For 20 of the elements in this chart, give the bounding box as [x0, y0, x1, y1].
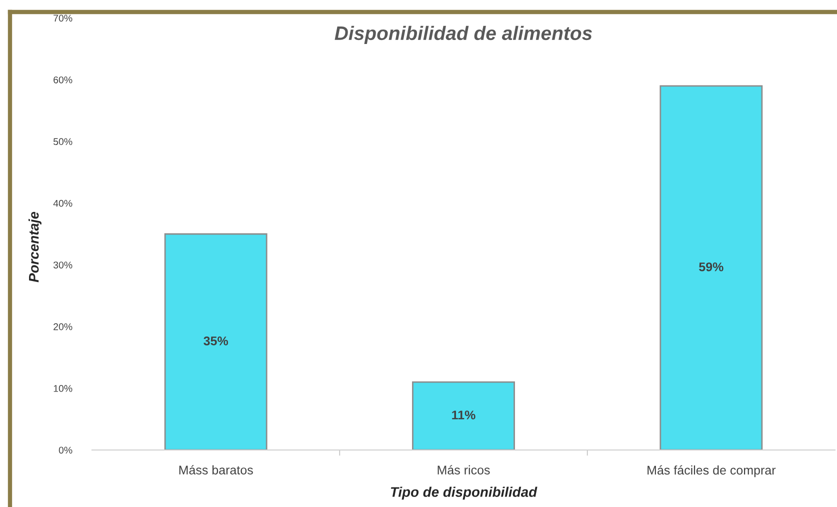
x-tick-label: Más fáciles de comprar [648, 465, 776, 478]
x-tick-label: Máss baratos [179, 465, 253, 474]
y-tick-label: 20% [54, 323, 72, 330]
data-label: 35% [204, 336, 228, 346]
y-tick-label: 60% [54, 76, 72, 84]
y-axis-title: Porcentaje [28, 212, 42, 282]
y-tick-label: 70% [54, 14, 72, 22]
bar [412, 381, 515, 450]
chart-title: Disponibilidad de alimentos [334, 26, 592, 44]
y-tick-label: 30% [53, 262, 72, 268]
bar [660, 85, 763, 450]
y-tick-label: 0% [58, 446, 72, 454]
x-tick-label: Más ricos [438, 465, 490, 474]
y-tick-label: 50% [53, 138, 72, 146]
y-tick-label: 40% [53, 200, 72, 207]
data-label: 59% [699, 262, 724, 272]
x-axis-title: Tipo de disponibilidad [390, 486, 538, 500]
data-label: 11% [452, 410, 476, 420]
y-tick-label: 10% [54, 385, 72, 392]
bar [164, 233, 268, 450]
